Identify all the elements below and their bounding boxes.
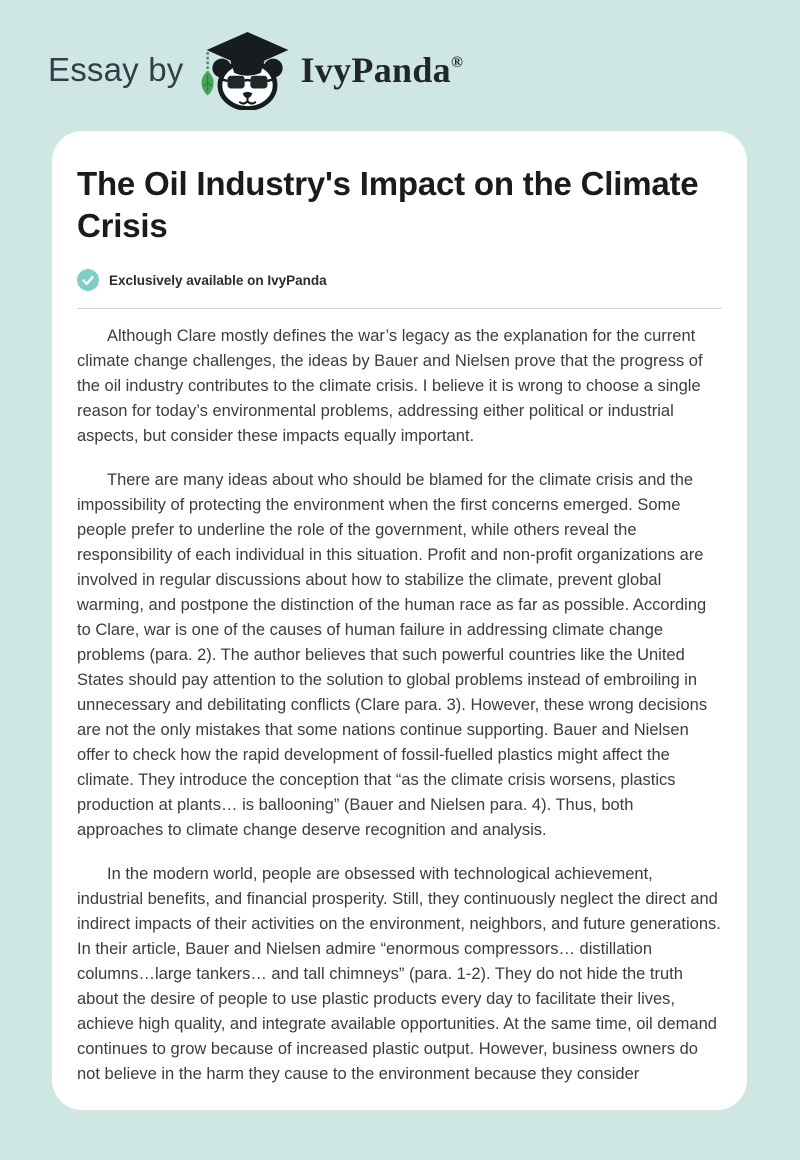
essay-title: The Oil Industry's Impact on the Climate… bbox=[77, 165, 699, 244]
essay-paragraph-2: There are many ideas about who should be… bbox=[77, 471, 708, 839]
ivypanda-panda-logo-icon[interactable] bbox=[200, 30, 295, 110]
essay-card: The Oil Industry's Impact on the Climate… bbox=[52, 131, 747, 1110]
registered-mark: ® bbox=[450, 54, 464, 71]
essay-paragraph-1: Although Clare mostly defines the war’s … bbox=[77, 327, 703, 445]
header-prefix: Essay by bbox=[48, 51, 184, 88]
badge-label: Exclusively available on IvyPanda bbox=[109, 272, 327, 288]
brand-text: IvyPanda bbox=[300, 50, 451, 90]
site-header: Essay by IvyPanda® bbox=[48, 28, 463, 112]
checkmark-icon bbox=[77, 269, 99, 291]
exclusive-badge: Exclusively available on IvyPanda bbox=[77, 269, 722, 291]
divider bbox=[77, 308, 722, 309]
brand-name[interactable]: IvyPanda® bbox=[301, 49, 464, 91]
essay-paragraph-3: In the modern world, people are obsessed… bbox=[77, 865, 721, 1083]
